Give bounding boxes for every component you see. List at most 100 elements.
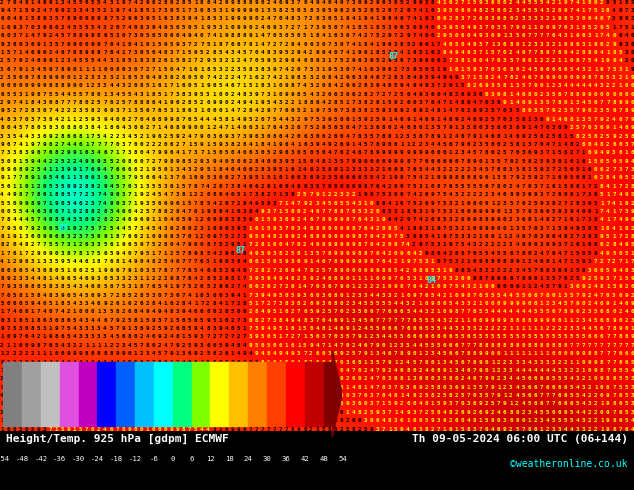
Text: 6: 6 <box>570 401 573 406</box>
Text: 1: 1 <box>206 125 210 130</box>
Text: 5: 5 <box>527 401 531 406</box>
Text: 6: 6 <box>309 293 313 297</box>
Text: 2: 2 <box>236 200 240 205</box>
Text: 9: 9 <box>430 209 434 214</box>
Text: 2: 2 <box>600 259 604 264</box>
Text: 4: 4 <box>443 117 446 122</box>
Text: 3: 3 <box>358 75 361 80</box>
Text: 0: 0 <box>388 284 391 289</box>
Text: 9: 9 <box>352 159 355 164</box>
Text: 9: 9 <box>352 243 355 247</box>
Text: 4: 4 <box>582 393 585 398</box>
Text: 9: 9 <box>255 200 258 205</box>
Text: 4: 4 <box>30 268 34 272</box>
Text: 1: 1 <box>479 418 482 423</box>
Text: 0: 0 <box>503 117 507 122</box>
Text: 9: 9 <box>24 385 28 390</box>
Text: 7: 7 <box>49 8 52 13</box>
Text: 1: 1 <box>24 100 28 105</box>
Text: 0: 0 <box>194 243 198 247</box>
Text: 6: 6 <box>630 351 634 356</box>
Text: 7: 7 <box>267 401 270 406</box>
Text: 3: 3 <box>521 16 525 22</box>
Text: 1: 1 <box>503 33 507 38</box>
Text: 1: 1 <box>564 284 567 289</box>
Text: 5: 5 <box>564 184 567 189</box>
Text: 5: 5 <box>79 58 82 63</box>
Text: 4: 4 <box>327 150 331 155</box>
Text: 8: 8 <box>558 100 561 105</box>
Text: 4: 4 <box>618 125 622 130</box>
Text: 1: 1 <box>424 50 428 55</box>
Text: 2: 2 <box>352 293 355 297</box>
Text: 5: 5 <box>188 318 191 323</box>
Text: 3: 3 <box>545 42 549 47</box>
Text: 6: 6 <box>449 83 452 88</box>
Text: 4: 4 <box>418 401 422 406</box>
Text: 2: 2 <box>358 284 361 289</box>
Text: 7: 7 <box>376 192 379 197</box>
Text: 2: 2 <box>449 16 452 22</box>
Text: 3: 3 <box>624 42 628 47</box>
Text: 0: 0 <box>212 108 216 114</box>
Text: 4: 4 <box>236 150 240 155</box>
Text: 0: 0 <box>406 293 410 297</box>
Text: 3: 3 <box>182 351 185 356</box>
Text: 5: 5 <box>315 150 319 155</box>
Text: 9: 9 <box>346 83 349 88</box>
Text: 7: 7 <box>249 293 252 297</box>
Text: 4: 4 <box>200 268 204 272</box>
Text: 8: 8 <box>400 175 404 180</box>
Bar <box>191 362 210 426</box>
Text: 6: 6 <box>582 175 585 180</box>
Text: 0: 0 <box>333 108 337 114</box>
Text: 7: 7 <box>267 376 270 381</box>
Text: 9: 9 <box>370 58 373 63</box>
Text: 5: 5 <box>430 67 434 72</box>
Text: 9: 9 <box>346 326 349 331</box>
Text: 2: 2 <box>606 42 610 47</box>
Text: 0: 0 <box>127 251 131 256</box>
Text: 7: 7 <box>182 234 185 239</box>
Text: 9: 9 <box>406 117 410 122</box>
Text: 5: 5 <box>400 0 404 5</box>
Text: 8: 8 <box>97 33 101 38</box>
Text: 5: 5 <box>206 167 210 172</box>
Text: 4: 4 <box>79 360 82 365</box>
Text: 4: 4 <box>243 343 246 348</box>
Text: 3: 3 <box>37 268 40 272</box>
Text: 7: 7 <box>552 393 555 398</box>
Text: 8: 8 <box>37 293 40 297</box>
Text: 2: 2 <box>73 234 76 239</box>
Text: 0: 0 <box>139 426 143 432</box>
Text: 8: 8 <box>37 318 40 323</box>
Text: 4: 4 <box>212 75 216 80</box>
Text: 9: 9 <box>388 360 391 365</box>
Text: 9: 9 <box>267 251 270 256</box>
Text: 3: 3 <box>79 8 82 13</box>
Text: 3: 3 <box>273 251 276 256</box>
Text: 6: 6 <box>479 83 482 88</box>
Text: 5: 5 <box>188 326 191 331</box>
Text: 8: 8 <box>455 16 458 22</box>
Text: 8: 8 <box>485 259 488 264</box>
Text: 4: 4 <box>612 175 616 180</box>
Text: 2: 2 <box>424 175 428 180</box>
Text: 4: 4 <box>436 75 440 80</box>
Text: 5: 5 <box>491 335 495 340</box>
Text: 6: 6 <box>406 326 410 331</box>
Text: 3: 3 <box>624 142 628 147</box>
Text: 3: 3 <box>382 293 385 297</box>
Text: 4: 4 <box>485 134 488 139</box>
Text: 6: 6 <box>497 16 500 22</box>
Text: 8: 8 <box>291 16 295 22</box>
Text: 5: 5 <box>364 318 367 323</box>
Text: 7: 7 <box>521 184 525 189</box>
Text: 0: 0 <box>388 134 391 139</box>
Text: 0: 0 <box>164 167 167 172</box>
Text: 6: 6 <box>364 309 367 315</box>
Text: 6: 6 <box>164 385 167 390</box>
Text: 1: 1 <box>73 175 76 180</box>
Text: 0: 0 <box>533 276 537 281</box>
Text: 7: 7 <box>121 184 125 189</box>
